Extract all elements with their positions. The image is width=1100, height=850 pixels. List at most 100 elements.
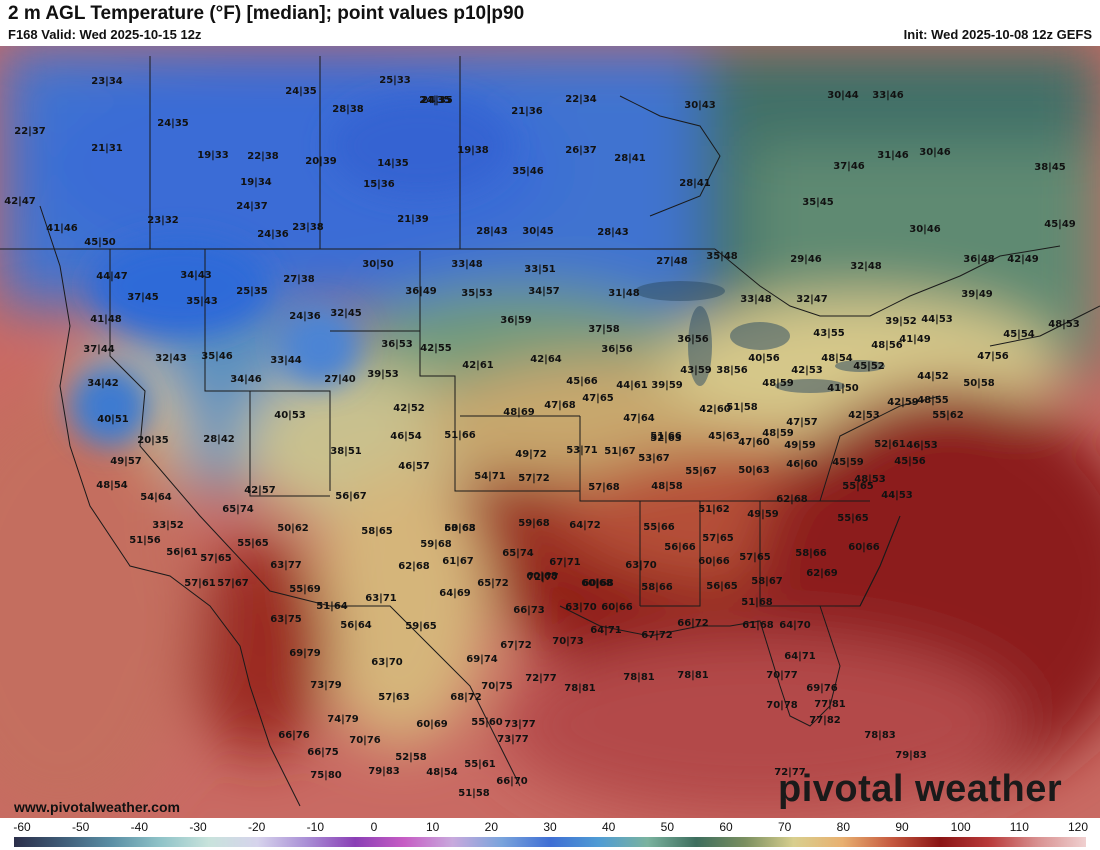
point-value-label: 32|45 (330, 308, 362, 319)
point-value-label: 58|67 (751, 576, 783, 587)
point-value-label: 37|58 (588, 324, 620, 335)
colorbar-tick: 70 (777, 820, 792, 834)
point-value-label: 53|67 (638, 453, 670, 464)
temperature-map[interactable]: 23|34 24|35 22|37 24|35 21|31 19|33 22|38 24|35… (0, 46, 1100, 818)
colorbar-tick: 30 (543, 820, 557, 834)
point-value-label: 51|56 (129, 535, 161, 546)
point-value-label: 55|61 (464, 759, 496, 770)
point-value-label: 50|63 (738, 465, 770, 476)
point-value-label: 57|63 (378, 692, 410, 703)
point-value-label: 64|70 (779, 620, 811, 631)
point-value-label: 38|45 (1034, 162, 1066, 173)
point-value-label: 31|48 (608, 288, 640, 299)
point-value-label: 66|73 (513, 605, 545, 616)
point-value-label: 14|35 (377, 158, 409, 169)
point-value-label: 55|69 (289, 584, 321, 595)
point-value-label: 49|59 (784, 440, 816, 451)
colorbar-tick: 0 (370, 820, 378, 834)
point-value-label: 48|59 (762, 428, 794, 439)
point-value-label: 66|75 (307, 747, 339, 758)
map-title: 2 m AGL Temperature (°F) [median]; point… (8, 3, 525, 24)
point-value-label: 56|67 (335, 491, 367, 502)
point-value-label: 48|58 (651, 481, 683, 492)
point-value-label: 30|43 (684, 100, 716, 111)
site-credit[interactable]: www.pivotalweather.com (14, 799, 180, 815)
point-value-label: 47|60 (738, 437, 770, 448)
point-value-label: 33|48 (451, 259, 483, 270)
point-value-label: 20|39 (305, 156, 337, 167)
colorbar-tick: 10 (425, 820, 440, 834)
point-value-label: 48|56 (871, 340, 903, 351)
point-value-label: 34|42 (87, 378, 119, 389)
point-value-label: 60|69 (416, 719, 448, 730)
point-value-label: 59|68 (518, 518, 550, 529)
point-value-label: 40|53 (274, 410, 306, 421)
point-value-label: 79|83 (895, 750, 927, 761)
point-value-label: 44|61 (616, 380, 648, 391)
point-value-label: 72|77 (527, 572, 559, 583)
point-value-label: 15|36 (363, 179, 395, 190)
colorbar-tick: 50 (660, 820, 675, 834)
point-value-label: 45|59 (832, 457, 864, 468)
point-value-label: 22|37 (14, 126, 46, 137)
point-value-label: 49|57 (110, 456, 142, 467)
point-value-label: 27|40 (324, 374, 356, 385)
point-value-label: 51|67 (604, 446, 636, 457)
point-value-label: 32|43 (155, 353, 187, 364)
point-value-label: 57|67 (217, 578, 249, 589)
point-value-label: 47|68 (544, 400, 576, 411)
point-value-label: 55|65 (237, 538, 269, 549)
point-value-label: 45|56 (894, 456, 926, 467)
point-value-label: 25|35 (236, 286, 268, 297)
point-value-label: 57|65 (200, 553, 232, 564)
point-value-label: 60|68 (581, 578, 613, 589)
point-value-label: 47|64 (623, 413, 655, 424)
point-value-label: 51|68 (741, 597, 773, 608)
point-value-label: 46|60 (786, 459, 818, 470)
point-value-label: 42|53 (848, 410, 880, 421)
point-value-label: 59|68 (420, 539, 452, 550)
point-value-label: 35|46 (512, 166, 544, 177)
point-value-label: 36|48 (963, 254, 995, 265)
point-value-label: 28|42 (203, 434, 235, 445)
colorbar-tick: 110 (1009, 820, 1029, 834)
point-value-label: 69|74 (466, 654, 498, 665)
point-value-label: 43|55 (813, 328, 845, 339)
point-value-label: 56|61 (166, 547, 198, 558)
point-value-label: 64|69 (439, 588, 471, 599)
point-value-label: 42|57 (244, 485, 276, 496)
point-value-label: 48|54 (821, 353, 853, 364)
boundaries (0, 56, 1100, 807)
point-value-label: 35|46 (201, 351, 233, 362)
point-value-label: 34|46 (230, 374, 262, 385)
point-value-label: 65|74 (502, 548, 534, 559)
point-value-label: 41|48 (90, 314, 122, 325)
point-value-label: 58|65 (361, 526, 393, 537)
point-value-label: 47|56 (977, 351, 1009, 362)
point-value-label: 28|38 (332, 104, 364, 115)
point-value-label: 24|35 (157, 118, 189, 129)
point-value-label: 75|80 (310, 770, 342, 781)
colorbar-tick: 40 (601, 820, 616, 834)
point-value-label: 77|81 (814, 699, 846, 710)
point-value-label: 51|64 (316, 601, 348, 612)
point-value-label: 51|58 (726, 402, 758, 413)
point-value-label: 38|51 (330, 446, 362, 457)
point-value-label: 42|59 (887, 397, 919, 408)
point-value-label: 60|68 (444, 523, 476, 534)
point-value-label: 24|35 (419, 95, 451, 106)
point-value-label: 62|68 (776, 494, 808, 505)
colorbar: -60 -50 -40 -30 -20 -10 0 10 20 30 40 50 60 70 80 90 100… (0, 818, 1100, 850)
point-value-label: 20|35 (137, 435, 169, 446)
colorbar-strip (14, 837, 1086, 847)
point-value-label: 48|55 (917, 395, 949, 406)
point-value-label: 24|35 (421, 95, 453, 106)
point-value-label: 54|64 (140, 492, 172, 503)
point-value-label: 44|53 (881, 490, 913, 501)
point-value-label: 70|76 (349, 735, 381, 746)
point-value-label: 33|44 (270, 355, 302, 366)
point-value-label: 27|48 (656, 256, 688, 267)
point-value-label: 35|53 (461, 288, 493, 299)
point-value-label: 48|59 (762, 378, 794, 389)
point-value-label: 19|38 (457, 145, 489, 156)
